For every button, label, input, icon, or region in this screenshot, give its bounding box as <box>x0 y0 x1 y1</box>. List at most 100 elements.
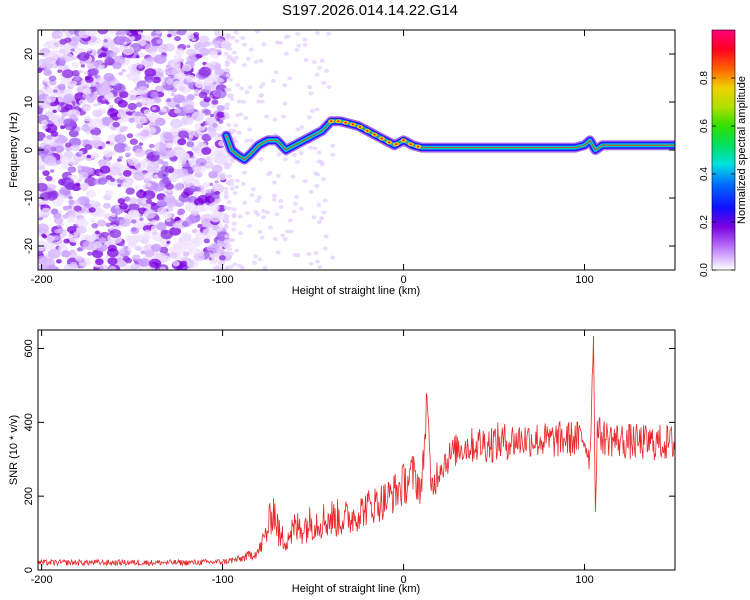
colorbar: 0.0 0.2 0.4 0.6 0.8 Normalized spectral ampl… <box>699 29 748 277</box>
noise-blob <box>278 198 284 203</box>
noise-blob <box>147 56 155 62</box>
noise-blob <box>283 51 289 56</box>
noise-blob <box>197 249 203 254</box>
noise-blob <box>194 198 205 207</box>
noise-blob <box>93 241 103 249</box>
noise-blob <box>321 210 327 215</box>
noise-blob <box>241 63 247 68</box>
noise-blob <box>62 214 69 220</box>
noise-blob <box>67 209 73 214</box>
noise-blob <box>261 42 267 47</box>
noise-blob <box>275 250 281 255</box>
noise-blob <box>231 207 237 212</box>
spectrogram-heatmap <box>38 30 675 270</box>
noise-blob <box>223 225 229 230</box>
noise-blob <box>211 183 225 194</box>
noise-blob <box>160 229 173 240</box>
noise-blob <box>308 261 314 266</box>
noise-blob <box>42 170 50 177</box>
noise-blob <box>272 193 278 198</box>
noise-blob <box>198 91 208 99</box>
noise-blob <box>112 121 120 128</box>
noise-blob <box>103 72 115 82</box>
colorbar-tick-label: 0.0 <box>699 263 710 277</box>
noise-blob <box>224 265 230 270</box>
noise-blob <box>46 134 53 140</box>
noise-blob <box>232 191 238 196</box>
noise-blob <box>84 144 93 150</box>
noise-blob <box>233 123 239 128</box>
noise-blob <box>148 258 162 269</box>
noise-blob <box>71 56 77 61</box>
noise-blob <box>152 43 157 47</box>
noise-blob <box>306 251 312 256</box>
noise-blob <box>107 108 119 117</box>
noise-blob <box>105 101 110 105</box>
noise-blob <box>128 117 136 123</box>
noise-blob <box>229 182 235 187</box>
noise-blob <box>70 174 78 181</box>
noise-blob <box>140 250 146 255</box>
noise-blob <box>231 50 237 55</box>
noise-blob <box>103 213 111 219</box>
noise-blob <box>212 193 220 200</box>
noise-blob <box>195 157 207 167</box>
noise-blob <box>54 145 65 153</box>
noise-blob <box>78 150 84 155</box>
noise-blob <box>214 180 220 184</box>
noise-blob <box>223 190 229 195</box>
noise-blob <box>99 64 105 69</box>
noise-blob <box>250 187 256 192</box>
noise-blob <box>203 109 212 116</box>
noise-blob <box>91 83 96 87</box>
x-tick-label: -200 <box>31 274 53 286</box>
noise-blob <box>316 202 322 207</box>
noise-blob <box>50 130 59 137</box>
noise-blob <box>83 123 88 128</box>
noise-blob <box>319 160 325 165</box>
noise-blob <box>87 234 97 243</box>
noise-blob <box>193 252 205 262</box>
noise-blob <box>303 57 309 62</box>
noise-blob <box>268 225 274 230</box>
noise-blob <box>229 97 235 102</box>
noise-blob <box>91 139 102 148</box>
noise-blob <box>107 244 117 252</box>
snr-series-line <box>38 335 675 567</box>
noise-blob <box>228 238 234 243</box>
noise-blob <box>165 142 174 149</box>
noise-blob <box>316 150 322 155</box>
noise-blob <box>57 65 64 71</box>
noise-blob <box>90 152 100 160</box>
x-tick-label: 0 <box>400 574 406 586</box>
noise-blob <box>62 205 70 211</box>
noise-blob <box>105 175 113 180</box>
noise-blob <box>144 75 155 83</box>
noise-blob <box>136 190 147 199</box>
noise-blob <box>216 111 225 119</box>
noise-blob <box>185 179 192 185</box>
noise-blob <box>41 119 48 126</box>
noise-blob <box>43 144 53 152</box>
noise-blob <box>97 54 103 59</box>
noise-blob <box>182 251 190 257</box>
noise-blob <box>56 224 62 228</box>
noise-blob <box>84 71 89 75</box>
noise-blob <box>249 193 255 198</box>
noise-blob <box>82 87 92 95</box>
noise-blob <box>194 88 199 93</box>
noise-blob <box>99 165 111 174</box>
noise-blob <box>116 112 124 118</box>
noise-blob <box>225 34 231 39</box>
noise-blob <box>124 145 132 152</box>
noise-blob <box>85 76 94 83</box>
noise-blob <box>186 55 196 64</box>
noise-blob <box>185 216 197 225</box>
noise-blob <box>226 55 232 60</box>
noise-blob <box>177 209 186 215</box>
noise-blob <box>226 206 232 211</box>
noise-blob <box>224 234 230 239</box>
ridge-peak-core <box>395 143 398 146</box>
noise-blob <box>86 154 92 159</box>
noise-blob <box>137 64 144 69</box>
